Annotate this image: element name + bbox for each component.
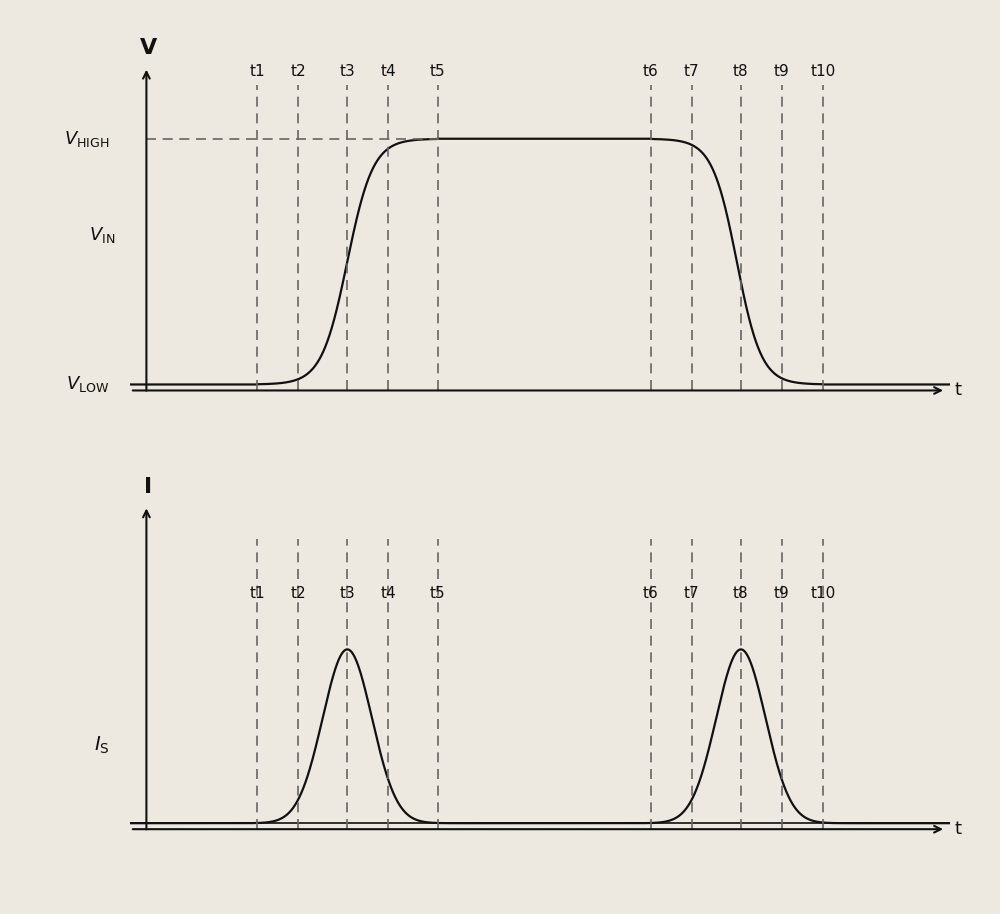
Text: V: V [139, 37, 157, 58]
Text: t6: t6 [643, 587, 659, 601]
Text: t10: t10 [810, 64, 836, 79]
Text: $V_{\rm IN}$: $V_{\rm IN}$ [89, 225, 115, 245]
Text: t10: t10 [810, 587, 836, 601]
Text: t7: t7 [684, 64, 700, 79]
Text: t4: t4 [380, 587, 396, 601]
Text: $V_{\rm LOW}$: $V_{\rm LOW}$ [66, 375, 110, 395]
Text: t3: t3 [339, 587, 355, 601]
Text: t6: t6 [643, 64, 659, 79]
Text: t8: t8 [733, 64, 749, 79]
Text: t1: t1 [249, 587, 265, 601]
Text: t1: t1 [249, 64, 265, 79]
Text: $V_{\rm HIGH}$: $V_{\rm HIGH}$ [64, 129, 110, 149]
Text: t9: t9 [774, 587, 790, 601]
Text: t8: t8 [733, 587, 749, 601]
Text: t9: t9 [774, 64, 790, 79]
Text: t: t [954, 820, 961, 838]
Text: t5: t5 [430, 587, 445, 601]
Text: I: I [144, 476, 152, 496]
Text: t: t [954, 381, 961, 399]
Text: t7: t7 [684, 587, 700, 601]
Text: t5: t5 [430, 64, 445, 79]
Text: t3: t3 [339, 64, 355, 79]
Text: t2: t2 [290, 587, 306, 601]
Text: $I_{\rm S}$: $I_{\rm S}$ [94, 734, 110, 756]
Text: t4: t4 [380, 64, 396, 79]
Text: t2: t2 [290, 64, 306, 79]
